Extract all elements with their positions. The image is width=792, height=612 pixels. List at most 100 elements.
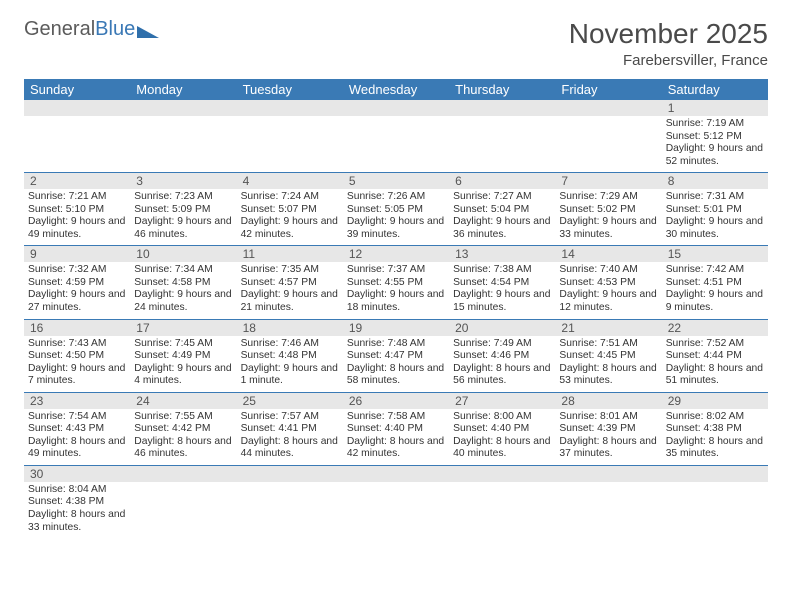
day-text: Sunrise: 7:19 AM Sunset: 5:12 PM Dayligh…: [666, 118, 764, 168]
day-number: [237, 100, 343, 116]
day-cell: Sunrise: 7:26 AM Sunset: 5:05 PM Dayligh…: [343, 189, 449, 245]
day-cell: Sunrise: 8:02 AM Sunset: 4:38 PM Dayligh…: [662, 409, 768, 465]
logo-text-2: Blue: [95, 18, 135, 41]
day-number: 14: [555, 246, 661, 262]
day-number: 29: [662, 393, 768, 409]
day-cell: Sunrise: 8:04 AM Sunset: 4:38 PM Dayligh…: [24, 482, 130, 538]
day-number: [555, 466, 661, 482]
day-text: Sunrise: 7:24 AM Sunset: 5:07 PM Dayligh…: [241, 191, 339, 241]
day-number: 18: [237, 320, 343, 336]
day-text: Sunrise: 7:37 AM Sunset: 4:55 PM Dayligh…: [347, 264, 445, 314]
calendar-header-row: Sunday Monday Tuesday Wednesday Thursday…: [24, 79, 768, 100]
calendar-week: 16171819202122Sunrise: 7:43 AM Sunset: 4…: [24, 320, 768, 393]
day-text: Sunrise: 8:02 AM Sunset: 4:38 PM Dayligh…: [666, 411, 764, 461]
day-cell: Sunrise: 7:29 AM Sunset: 5:02 PM Dayligh…: [555, 189, 661, 245]
day-number: [449, 466, 555, 482]
day-text: Sunrise: 7:32 AM Sunset: 4:59 PM Dayligh…: [28, 264, 126, 314]
day-text: Sunrise: 7:38 AM Sunset: 4:54 PM Dayligh…: [453, 264, 551, 314]
day-text: Sunrise: 7:40 AM Sunset: 4:53 PM Dayligh…: [559, 264, 657, 314]
day-cell: Sunrise: 7:58 AM Sunset: 4:40 PM Dayligh…: [343, 409, 449, 465]
day-number: [343, 466, 449, 482]
day-name: Monday: [130, 79, 236, 100]
day-text: Sunrise: 7:26 AM Sunset: 5:05 PM Dayligh…: [347, 191, 445, 241]
day-cell: Sunrise: 7:38 AM Sunset: 4:54 PM Dayligh…: [449, 262, 555, 318]
day-text: Sunrise: 7:46 AM Sunset: 4:48 PM Dayligh…: [241, 338, 339, 388]
day-text: Sunrise: 7:31 AM Sunset: 5:01 PM Dayligh…: [666, 191, 764, 241]
day-number: 25: [237, 393, 343, 409]
day-number: 8: [662, 173, 768, 189]
day-cell: [343, 116, 449, 172]
calendar-week: 9101112131415 Sunrise: 7:32 AM Sunset: 4:…: [24, 246, 768, 319]
day-cell: Sunrise: 7:43 AM Sunset: 4:50 PM Dayligh…: [24, 336, 130, 392]
day-text: Sunrise: 7:21 AM Sunset: 5:10 PM Dayligh…: [28, 191, 126, 241]
day-cell: Sunrise: 7:42 AM Sunset: 4:51 PM Dayligh…: [662, 262, 768, 318]
title-block: November 2025 Farebersviller, France: [569, 18, 768, 69]
day-number: 17: [130, 320, 236, 336]
day-cell: Sunrise: 7:54 AM Sunset: 4:43 PM Dayligh…: [24, 409, 130, 465]
flag-icon: [137, 26, 159, 38]
day-number: 5: [343, 173, 449, 189]
day-body-row: Sunrise: 7:32 AM Sunset: 4:59 PM Dayligh…: [24, 262, 768, 318]
day-cell: [130, 116, 236, 172]
day-text: Sunrise: 7:48 AM Sunset: 4:47 PM Dayligh…: [347, 338, 445, 388]
day-cell: Sunrise: 7:19 AM Sunset: 5:12 PM Dayligh…: [662, 116, 768, 172]
day-text: Sunrise: 7:34 AM Sunset: 4:58 PM Dayligh…: [134, 264, 232, 314]
day-text: Sunrise: 7:49 AM Sunset: 4:46 PM Dayligh…: [453, 338, 551, 388]
day-text: Sunrise: 7:42 AM Sunset: 4:51 PM Dayligh…: [666, 264, 764, 314]
day-number: 9: [24, 246, 130, 262]
day-cell: [662, 482, 768, 538]
day-body-row: Sunrise: 7:19 AM Sunset: 5:12 PM Dayligh…: [24, 116, 768, 172]
day-number: [555, 100, 661, 116]
day-cell: Sunrise: 7:24 AM Sunset: 5:07 PM Dayligh…: [237, 189, 343, 245]
day-text: Sunrise: 7:27 AM Sunset: 5:04 PM Dayligh…: [453, 191, 551, 241]
day-number: 13: [449, 246, 555, 262]
day-number: 3: [130, 173, 236, 189]
day-number: 23: [24, 393, 130, 409]
day-cell: Sunrise: 7:48 AM Sunset: 4:47 PM Dayligh…: [343, 336, 449, 392]
day-number: [343, 100, 449, 116]
day-text: Sunrise: 8:04 AM Sunset: 4:38 PM Dayligh…: [28, 484, 126, 534]
calendar-week: 2345678 Sunrise: 7:21 AM Sunset: 5:10 PM …: [24, 173, 768, 246]
day-cell: Sunrise: 7:55 AM Sunset: 4:42 PM Dayligh…: [130, 409, 236, 465]
day-number: 1: [662, 100, 768, 116]
day-name: Sunday: [24, 79, 130, 100]
calendar-week: 1 Sunrise: 7:19 AM Sunset: 5:12 PM Daylig…: [24, 100, 768, 173]
day-text: Sunrise: 8:00 AM Sunset: 4:40 PM Dayligh…: [453, 411, 551, 461]
day-name: Wednesday: [343, 79, 449, 100]
day-name: Thursday: [449, 79, 555, 100]
day-number: 24: [130, 393, 236, 409]
day-cell: Sunrise: 7:34 AM Sunset: 4:58 PM Dayligh…: [130, 262, 236, 318]
day-number: [449, 100, 555, 116]
day-cell: Sunrise: 7:40 AM Sunset: 4:53 PM Dayligh…: [555, 262, 661, 318]
header: GeneralBlue November 2025 Farebersviller…: [24, 18, 768, 69]
day-cell: Sunrise: 7:49 AM Sunset: 4:46 PM Dayligh…: [449, 336, 555, 392]
day-cell: Sunrise: 7:45 AM Sunset: 4:49 PM Dayligh…: [130, 336, 236, 392]
calendar-week: 23242526272829Sunrise: 7:54 AM Sunset: 4…: [24, 393, 768, 466]
logo: GeneralBlue: [24, 18, 159, 41]
day-body-row: Sunrise: 7:54 AM Sunset: 4:43 PM Dayligh…: [24, 409, 768, 465]
day-cell: Sunrise: 7:32 AM Sunset: 4:59 PM Dayligh…: [24, 262, 130, 318]
day-text: Sunrise: 7:55 AM Sunset: 4:42 PM Dayligh…: [134, 411, 232, 461]
day-cell: Sunrise: 8:00 AM Sunset: 4:40 PM Dayligh…: [449, 409, 555, 465]
day-number-row: 1: [24, 100, 768, 116]
day-name: Saturday: [662, 79, 768, 100]
day-number-row: 23242526272829: [24, 393, 768, 409]
day-cell: Sunrise: 7:52 AM Sunset: 4:44 PM Dayligh…: [662, 336, 768, 392]
day-cell: Sunrise: 8:01 AM Sunset: 4:39 PM Dayligh…: [555, 409, 661, 465]
logo-text-1: General: [24, 18, 95, 41]
day-number: 7: [555, 173, 661, 189]
day-cell: [130, 482, 236, 538]
day-cell: [24, 116, 130, 172]
day-number-row: 2345678: [24, 173, 768, 189]
day-number: [130, 466, 236, 482]
day-cell: [555, 482, 661, 538]
day-number-row: 9101112131415: [24, 246, 768, 262]
day-body-row: Sunrise: 7:43 AM Sunset: 4:50 PM Dayligh…: [24, 336, 768, 392]
day-cell: [449, 482, 555, 538]
day-cell: Sunrise: 7:23 AM Sunset: 5:09 PM Dayligh…: [130, 189, 236, 245]
day-number: 26: [343, 393, 449, 409]
day-text: Sunrise: 7:29 AM Sunset: 5:02 PM Dayligh…: [559, 191, 657, 241]
day-text: Sunrise: 7:57 AM Sunset: 4:41 PM Dayligh…: [241, 411, 339, 461]
day-name: Friday: [555, 79, 661, 100]
day-number: 30: [24, 466, 130, 482]
